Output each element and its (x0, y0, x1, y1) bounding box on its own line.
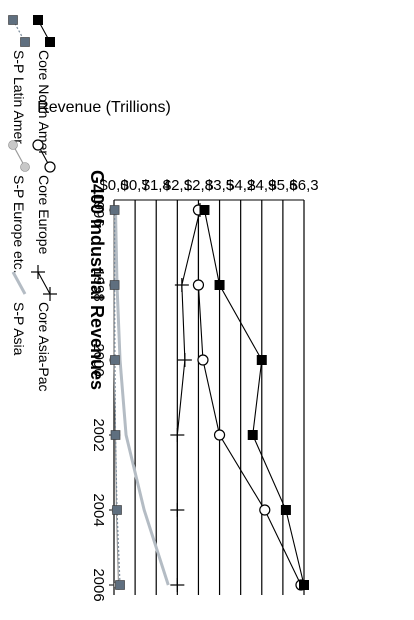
data-point (32, 139, 44, 151)
legend-item: S-P Asia (11, 271, 27, 356)
data-point (299, 580, 309, 590)
data-point (45, 37, 55, 47)
y-tick-label: $2,8 (184, 177, 213, 194)
chart-title: G400 Industrial Revenues (87, 170, 107, 390)
data-point (31, 265, 45, 279)
legend-item: Core Asia-Pac (31, 265, 57, 391)
series-s-p-latin-amer (109, 205, 125, 590)
data-point (177, 353, 192, 367)
y-tick-label: $0,7 (121, 177, 150, 194)
series-line (176, 209, 201, 585)
data-point (259, 504, 271, 516)
data-point (170, 428, 185, 442)
y-tick-label: $4,2 (226, 177, 255, 194)
data-point (214, 280, 225, 290)
legend-label: Core North Amer (36, 50, 52, 155)
series-line (114, 209, 170, 586)
series-s-p-asia (114, 209, 170, 586)
data-point (199, 205, 210, 215)
data-point (213, 429, 226, 441)
y-axis-label: Revenue (Trillions) (37, 99, 171, 116)
x-tick-label: 2004 (90, 493, 107, 526)
legend-label: S-P Europe etc. (11, 175, 27, 274)
legend-item: Core North Amer (33, 15, 55, 155)
data-point (109, 280, 120, 290)
data-point (247, 430, 258, 440)
legend-item: S-P Latin Amer (8, 15, 30, 144)
y-tick-label: $3,5 (205, 177, 234, 194)
data-point (110, 430, 121, 440)
y-tick-label: $4,9 (247, 177, 276, 194)
y-tick-label: $0,0 (99, 177, 128, 194)
data-point (44, 161, 56, 173)
data-point (110, 355, 120, 365)
series-core-europe (192, 204, 307, 591)
data-point (174, 278, 189, 292)
data-point (20, 162, 30, 172)
series-layer (109, 203, 309, 592)
data-point (43, 287, 57, 301)
legend-item: Core Europe (32, 139, 56, 255)
x-tick-label: 2000 (90, 343, 107, 376)
rotated-chart-group: G400 Industrial Revenues Revenue (Trilli… (8, 15, 319, 602)
legend-swatch-line (37, 271, 51, 295)
gridlines (113, 199, 305, 595)
series-line (114, 210, 121, 586)
data-point (112, 505, 122, 515)
legend-label: S-P Latin Amer (11, 50, 27, 144)
data-point (20, 37, 30, 47)
data-point (109, 205, 120, 215)
series-line (113, 210, 120, 586)
x-axis-tick-labels: 1996 1998 2000 2002 2004 2006 (90, 193, 114, 602)
legend-item: S-P Europe etc. (8, 140, 30, 274)
series-line (197, 210, 302, 586)
data-point (170, 578, 185, 592)
x-tick-label: 2006 (90, 568, 107, 601)
data-point (8, 140, 18, 150)
x-tick-label: 1998 (90, 268, 107, 301)
y-tick-label: $2,1 (163, 177, 192, 194)
data-point (197, 354, 209, 366)
data-point (192, 279, 205, 291)
series-line (203, 209, 305, 586)
legend-swatch-line (11, 271, 27, 295)
data-point (33, 15, 43, 25)
legend: Core North Amer Core Europe Core Asia-Pac S… (8, 15, 57, 391)
x-tick-label: 1996 (90, 193, 107, 226)
legend-label: Core Asia-Pac (36, 302, 52, 391)
legend-label: Core Europe (36, 175, 52, 255)
x-tick-label: 2002 (90, 418, 107, 451)
y-tick-label: $6,3 (289, 177, 318, 194)
data-point (170, 503, 185, 517)
y-tick-label: $5,6 (268, 177, 297, 194)
series-core-asia-pac (170, 203, 207, 592)
data-point (8, 15, 18, 25)
data-point (115, 580, 125, 590)
legend-label: S-P Asia (11, 302, 27, 356)
data-point (280, 505, 291, 515)
data-point (256, 355, 267, 365)
y-tick-label: $1,4 (142, 177, 171, 194)
series-core-north-amer (199, 205, 309, 590)
y-axis-tick-labels: $0,0$0,7$1,4$2,1$2,8$3,5$4,2$4,9$5,6$6,3 (99, 177, 318, 194)
